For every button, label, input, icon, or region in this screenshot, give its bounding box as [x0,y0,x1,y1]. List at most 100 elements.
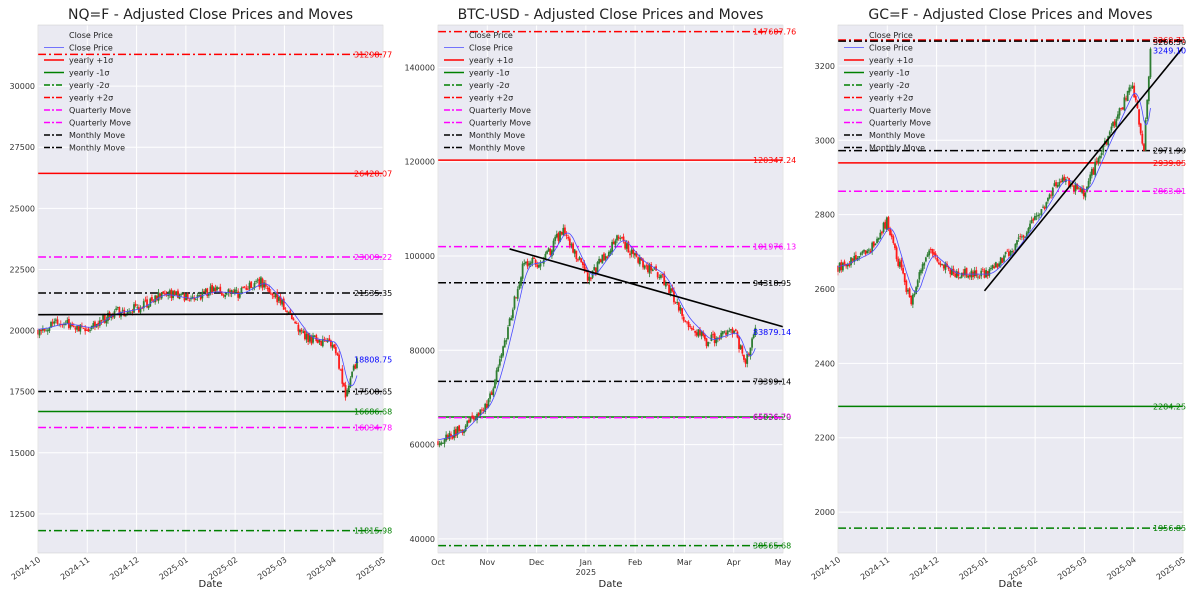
candle-body [338,354,340,369]
candle-body [990,268,992,270]
legend-label: Monthly Move [69,144,125,153]
candle-body [247,288,249,290]
candle-body [955,271,958,278]
candle-body [555,234,558,238]
legend-label: yearly -2σ [469,81,509,90]
y-tick-label: 3200 [815,62,835,71]
candle-body [1001,258,1004,263]
y-tick-label: 27500 [10,143,35,152]
candle-body [1061,177,1064,183]
candle-body [256,279,259,281]
candle-body [214,288,217,292]
level-value-label: 2863.01 [1153,187,1186,196]
candle-body [604,256,607,260]
candle-body [1110,126,1113,131]
candle-body [746,354,749,364]
candle-body [146,299,148,308]
candle-body [1060,181,1062,183]
candle-body [671,288,674,292]
candle-body [175,291,178,295]
candle-body [687,321,690,328]
candle-body [102,315,104,320]
candle-body [645,265,648,267]
candle-body [841,263,844,271]
candle-body [490,392,493,395]
candle-body [632,249,635,255]
candle-body [656,272,659,278]
candle-body [1073,185,1075,192]
candle-body [118,307,121,316]
candle-body [343,383,345,386]
candle-body [299,329,301,333]
candle-body [133,304,135,313]
candle-body [596,262,599,274]
candle-body [1102,146,1105,153]
candle-body [564,227,566,234]
candle-body [609,250,612,254]
candle-body [124,315,127,316]
x-tick-label: May [775,558,792,567]
candle-body [874,243,877,246]
trend-line [509,248,784,328]
candle-body [317,339,319,343]
legend-label: Close Price [69,44,113,53]
candle-body [471,415,474,418]
candle-body [1082,188,1085,196]
candle-body [614,240,617,246]
candle-body [450,434,452,437]
candle-body [635,252,638,257]
candle-body [991,265,994,269]
candle-body [705,338,708,347]
candle-body [320,341,323,346]
candle-body [730,329,732,331]
candle-body [634,253,636,256]
plot-area [438,25,783,553]
candle-body [650,264,653,271]
candle-body [134,303,137,306]
candle-body [229,290,231,294]
candle-body [721,331,724,335]
x-tick-label: 2025-04 [305,555,338,582]
candle-body [1022,235,1025,238]
candle-body [510,317,513,321]
candle-body [1081,188,1084,193]
candle-body [998,263,1001,267]
candle-body [913,293,916,296]
x-tick-label: Nov [479,558,495,567]
candle-body [617,236,620,239]
close-price-line [837,92,1151,293]
candle-body [903,273,906,283]
candle-body [173,290,176,295]
candle-body [1141,133,1144,144]
candle-body [323,338,326,340]
candle-body [170,289,173,298]
y-tick-label: 3000 [815,136,835,145]
level-value-label: 38565.68 [753,542,791,551]
candle-body [1105,141,1108,145]
candle-body [713,333,716,343]
candle-body [702,331,705,336]
candle-body [601,254,604,264]
candle-body [255,281,257,283]
candle-body [848,264,851,266]
candle-body [588,276,591,281]
candle-body [1092,168,1095,175]
y-tick-label: 40000 [410,535,435,544]
candle-body [578,257,581,260]
candle-body [1014,243,1017,251]
candle-body [204,289,207,293]
chart-title: NQ=F - Adjusted Close Prices and Moves [68,7,353,23]
candle-body [524,261,527,264]
y-tick-label: 60000 [410,441,435,450]
candle-body [627,241,630,253]
candle-body [242,287,244,288]
candle-body [851,258,854,261]
candle-body [619,237,622,239]
candle-body [347,385,350,391]
candle-body [240,287,243,294]
candle-body [351,371,353,378]
candle-body [71,323,74,327]
candle-body [445,434,448,441]
candle-body [147,305,150,309]
candle-body [479,409,482,415]
